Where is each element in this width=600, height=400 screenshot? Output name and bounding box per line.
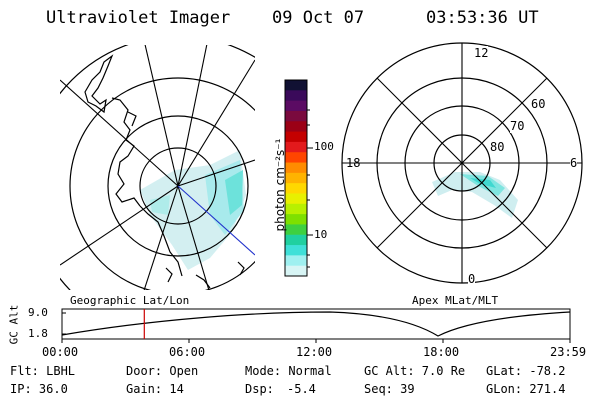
info-gc-alt: GC Alt: 7.0 Re [364,364,466,378]
colorbar-band [285,152,307,164]
left-map-caption: Geographic Lat/Lon [70,294,190,307]
mlat-label-70: 70 [510,119,525,133]
time-tick-0000: 00:00 [42,345,79,359]
info-dsp-label: Dsp: [245,382,274,396]
time-tick-1800: 18:00 [423,345,460,359]
mlat-label-80: 80 [490,140,505,154]
app-title: Ultraviolet Imager [46,8,231,28]
colorbar-band [285,234,307,246]
mlt-label-6: 6 [570,156,578,170]
altitude-ylabel: GC Alt [7,304,21,345]
altitude-ytick-min: 1.8 [28,327,48,340]
colorbar-unit-label: photon cm⁻²s⁻¹ [273,138,287,232]
colorbar-tick-10: 10 [314,228,328,241]
altitude-plot [61,308,571,343]
colorbar-band [285,245,307,256]
color-bar [285,80,307,277]
colorbar-band [285,224,307,236]
aurora-emission-right [432,172,518,218]
info-mode: Mode: Normal [245,364,332,378]
colorbar-band [285,203,307,215]
info-seq: Seq: 39 [364,382,415,396]
info-door: Door: Open [126,364,199,378]
colorbar-band [285,214,307,225]
colorbar-band [285,90,307,102]
time-tick-2359: 23:59 [550,345,587,359]
time-tick-0600: 06:00 [169,345,206,359]
info-ip: IP: 36.0 [10,382,68,396]
info-flt: Flt: LBHL [10,364,76,378]
colorbar-band [285,265,307,277]
colorbar-band [285,100,307,112]
info-dsp-value: -5.4 [287,382,316,396]
info-glat: GLat: -78.2 [486,364,566,378]
colorbar-band [285,121,307,133]
colorbar-band [285,141,307,153]
colorbar-band [285,110,307,122]
info-gain: Gain: 14 [126,382,184,396]
colorbar-band [285,193,307,205]
colorbar-band [285,80,307,91]
colorbar-band [285,183,307,194]
colorbar-band [285,255,307,267]
time-tick-1200: 12:00 [296,345,333,359]
mlat-label-60: 60 [531,97,546,111]
info-glon: GLon: 271.4 [486,382,566,396]
date-label: 09 Oct 07 [272,8,365,28]
mlt-label-12: 12 [474,46,489,60]
mlt-label-18: 18 [346,156,361,170]
colorbar-band [285,162,307,174]
right-map-caption: Apex MLat/MLT [412,294,499,307]
coastline [84,54,245,289]
colorbar-band [285,131,307,143]
colorbar-tick-100: 100 [314,140,334,153]
altitude-ytick-max: 9.0 [28,306,48,319]
colorbar-band [285,172,307,184]
geographic-map [60,45,255,290]
time-label: 03:53:36 UT [426,8,539,28]
mlt-label-0: 0 [468,272,476,286]
aurora-emission-left [140,150,246,270]
altitude-curve [61,311,571,337]
apex-map [341,42,583,284]
